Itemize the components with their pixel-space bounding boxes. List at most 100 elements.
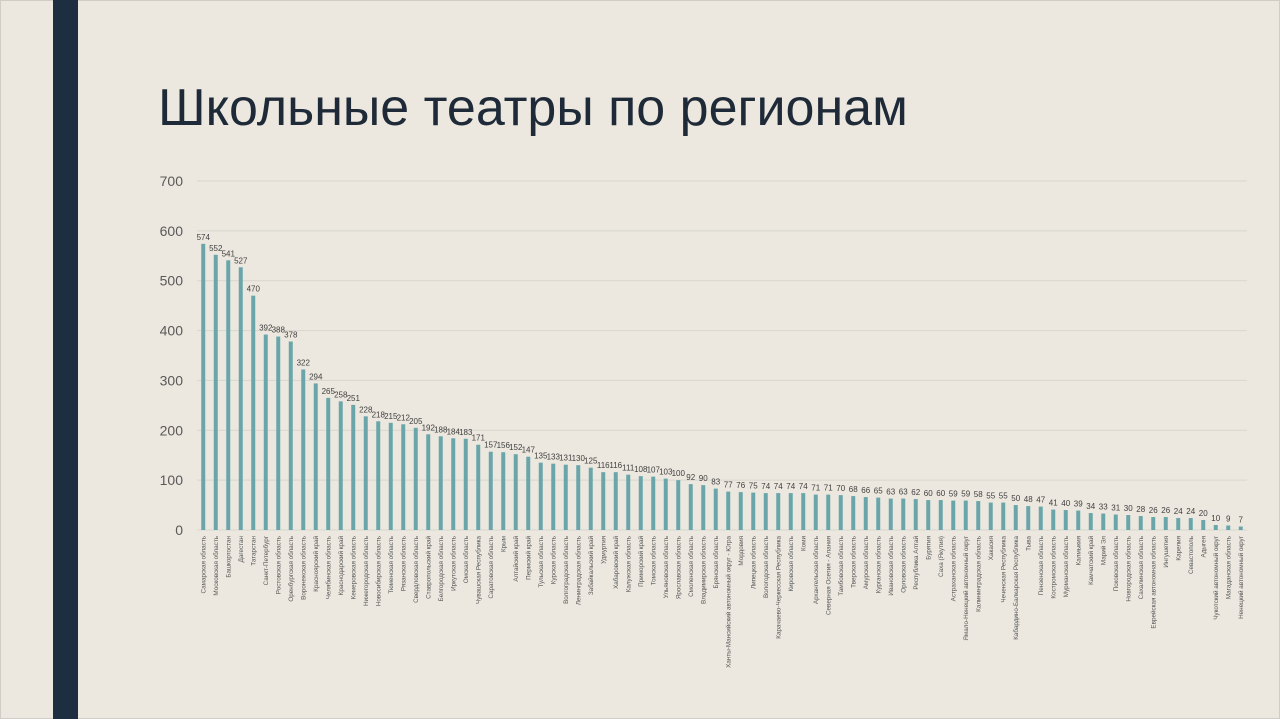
- bar: [1213, 525, 1218, 530]
- x-tick-label: Кемеровская область: [349, 535, 357, 599]
- bar: [838, 495, 843, 530]
- bar: [938, 500, 943, 530]
- data-label: 75: [749, 482, 758, 491]
- data-label: 26: [1161, 506, 1170, 515]
- x-tick-label: Ростовская область: [274, 535, 282, 594]
- x-tick-label: Волгоградская область: [562, 535, 570, 604]
- data-label: 63: [886, 488, 895, 497]
- data-label: 76: [736, 481, 745, 490]
- x-tick-label: Новгородская область: [1124, 535, 1132, 601]
- bar: [976, 501, 981, 530]
- bar: [1001, 502, 1006, 530]
- bar: [1051, 509, 1056, 530]
- bar: [951, 500, 956, 530]
- bar: [388, 422, 393, 530]
- bar: [988, 502, 993, 530]
- x-tick-label: Астраханская область: [949, 535, 957, 601]
- bar: [551, 463, 556, 530]
- x-tick-label: Воронежская область: [299, 535, 307, 600]
- x-tick-label: Магаданская область: [1224, 535, 1232, 599]
- data-label: 58: [974, 490, 983, 499]
- data-label: 228: [359, 405, 373, 414]
- x-tick-label: Татарстан: [250, 535, 257, 565]
- x-tick-label: Пермский край: [524, 536, 532, 580]
- bar: [813, 494, 818, 530]
- bar: [701, 485, 706, 530]
- x-tick-label: Ингушетия: [1163, 536, 1170, 568]
- bar: [338, 401, 343, 530]
- x-tick-label: Иркутская область: [449, 535, 457, 591]
- bar: [588, 467, 593, 530]
- data-label: 74: [799, 482, 808, 491]
- data-label: 71: [824, 484, 833, 493]
- bar: [201, 243, 206, 530]
- x-tick-label: Республика Алтай: [912, 536, 920, 590]
- data-label: 147: [522, 446, 536, 455]
- x-tick-label: Чеченская Республика: [999, 536, 1007, 603]
- x-tick-label: Ульяновская область: [662, 535, 670, 598]
- bar: [1126, 515, 1131, 530]
- x-tick-label: Алтайский край: [512, 536, 520, 582]
- x-tick-label: Смоленская область: [687, 535, 695, 597]
- bar: [688, 484, 693, 530]
- bar: [888, 498, 893, 530]
- bar: [213, 254, 218, 530]
- x-tick-label: Свердловская область: [412, 535, 420, 603]
- x-tick-label: Ставропольский край: [424, 536, 432, 599]
- bar: [463, 438, 468, 530]
- data-label: 68: [849, 485, 858, 494]
- data-label: 212: [397, 413, 411, 422]
- bar: [1088, 513, 1093, 530]
- bar: [788, 493, 793, 530]
- bar: [663, 478, 668, 530]
- bar: [851, 496, 856, 530]
- data-label: 74: [786, 482, 795, 491]
- bar: [926, 500, 931, 530]
- x-tick-label: Рязанская область: [399, 535, 407, 591]
- x-tick-label: Тюменская область: [387, 535, 395, 593]
- data-label: 47: [1036, 496, 1045, 505]
- data-label: 59: [949, 490, 958, 499]
- bar: [413, 427, 418, 530]
- data-label: 83: [711, 478, 720, 487]
- data-label: 258: [334, 390, 348, 399]
- data-label: 205: [409, 417, 423, 426]
- y-tick-label: 0: [175, 522, 183, 538]
- x-tick-label: Севастополь: [1188, 535, 1195, 574]
- data-label: 574: [197, 233, 211, 242]
- data-label: 74: [761, 482, 770, 491]
- bar: [351, 404, 356, 530]
- x-tick-label: Коми: [800, 536, 807, 551]
- bar: [1013, 505, 1018, 530]
- x-tick-label: Вологодская область: [762, 535, 770, 598]
- bar: [401, 424, 406, 530]
- data-label: 116: [597, 461, 610, 470]
- y-tick-label: 100: [160, 472, 184, 488]
- x-tick-label: Саха (Якутия): [938, 536, 945, 577]
- data-label: 55: [999, 492, 1008, 501]
- data-label: 552: [209, 244, 223, 253]
- bar: [713, 488, 718, 530]
- x-tick-label: Брянская область: [712, 535, 720, 588]
- x-tick-label: Карелия: [1175, 536, 1182, 561]
- y-tick-label: 400: [160, 323, 184, 339]
- data-label: 188: [434, 425, 448, 434]
- bar: [613, 472, 618, 530]
- bar: [376, 421, 381, 530]
- x-tick-label: Калужская область: [624, 535, 632, 592]
- data-label: 218: [372, 410, 386, 419]
- bar: [301, 369, 306, 530]
- bar: [1188, 518, 1193, 530]
- bar: [488, 451, 493, 530]
- bar: [901, 498, 906, 530]
- data-label: 322: [297, 358, 311, 367]
- x-tick-label: Самарская область: [199, 535, 207, 593]
- x-tick-label: Мордовия: [738, 536, 745, 566]
- x-tick-label: Камчатский край: [1087, 536, 1095, 585]
- data-label: 100: [672, 469, 686, 478]
- bar: [1138, 516, 1143, 530]
- data-label: 30: [1124, 504, 1133, 513]
- bar: [238, 267, 243, 530]
- data-label: 157: [484, 441, 498, 450]
- x-tick-label: Владимирская область: [699, 535, 707, 604]
